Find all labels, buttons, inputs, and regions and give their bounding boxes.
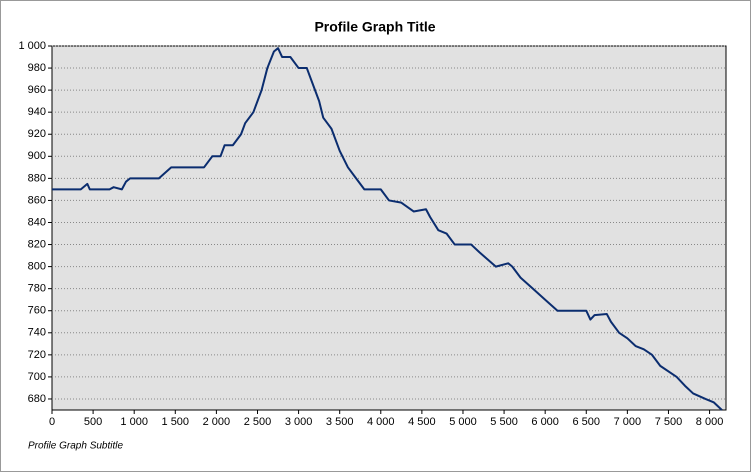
x-tick-label: 0 xyxy=(49,416,55,428)
y-tick-label: 920 xyxy=(28,128,46,140)
x-tick-label: 4 000 xyxy=(367,416,395,428)
x-tick-label: 6 000 xyxy=(531,416,559,428)
y-tick-label: 960 xyxy=(28,84,46,96)
y-tick-label: 700 xyxy=(28,371,46,383)
x-tick-label: 2 500 xyxy=(244,416,272,428)
y-tick-label: 1 000 xyxy=(18,40,46,52)
y-tick-label: 860 xyxy=(28,194,46,206)
y-tick-label: 880 xyxy=(28,172,46,184)
y-tick-label: 940 xyxy=(28,106,46,118)
x-tick-label: 1 000 xyxy=(120,416,148,428)
y-tick-label: 780 xyxy=(28,283,46,295)
chart-subtitle: Profile Graph Subtitle xyxy=(28,441,123,452)
x-tick-label: 1 500 xyxy=(162,416,190,428)
x-tick-label: 500 xyxy=(84,416,102,428)
x-tick-label: 2 000 xyxy=(203,416,231,428)
x-tick-label: 6 500 xyxy=(573,416,601,428)
x-tick-label: 5 000 xyxy=(449,416,477,428)
x-tick-label: 7 500 xyxy=(655,416,683,428)
profile-line xyxy=(52,47,723,411)
x-tick-label: 7 000 xyxy=(614,416,642,428)
chart-title: Profile Graph Title xyxy=(314,19,435,35)
plot-area xyxy=(51,45,727,411)
x-tick-label: 3 000 xyxy=(285,416,313,428)
y-tick-label: 680 xyxy=(28,393,46,405)
x-tick-label: 3 500 xyxy=(326,416,354,428)
y-tick-label: 800 xyxy=(28,261,46,273)
x-tick-label: 5 500 xyxy=(490,416,518,428)
y-tick-label: 720 xyxy=(28,349,46,361)
y-tick-label: 820 xyxy=(28,238,46,250)
y-tick-label: 740 xyxy=(28,327,46,339)
y-tick-label: 980 xyxy=(28,62,46,74)
y-tick-label: 840 xyxy=(28,216,46,228)
x-tick-label: 4 500 xyxy=(408,416,436,428)
x-tick-label: 8 000 xyxy=(696,416,724,428)
y-tick-label: 760 xyxy=(28,305,46,317)
y-tick-label: 900 xyxy=(28,150,46,162)
